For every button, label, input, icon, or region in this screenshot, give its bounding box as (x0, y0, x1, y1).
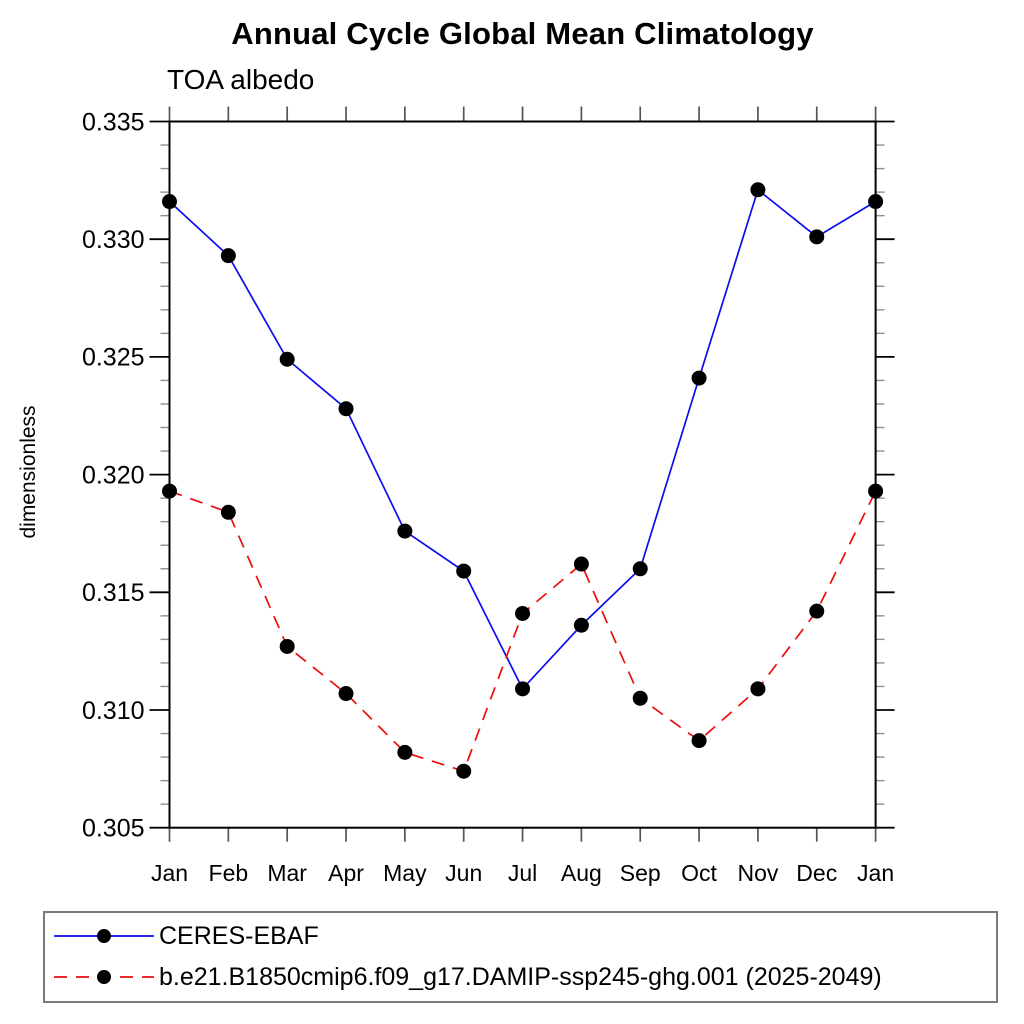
data-point-s1-2 (279, 638, 295, 654)
data-point-s1-12 (868, 483, 884, 499)
data-point-s1-4 (397, 744, 413, 760)
data-point-s0-4 (397, 523, 413, 539)
data-point-s1-5 (456, 763, 472, 779)
y-tick-label: 0.325 (82, 344, 145, 372)
series-line-1 (169, 490, 877, 773)
y-tick-label: 0.315 (82, 579, 145, 607)
data-point-s0-8 (632, 561, 648, 577)
legend-sample-dashed-line (54, 970, 154, 984)
chart-subtitle: TOA albedo (167, 64, 315, 95)
data-point-s0-2 (279, 351, 295, 367)
legend-label-model-run: b.e21.B1850cmip6.f09_g17.DAMIP-ssp245-gh… (159, 962, 882, 991)
legend-sample-solid-line (54, 929, 154, 943)
data-point-s0-11 (809, 229, 825, 245)
x-tick-label: Sep (620, 860, 661, 886)
data-point-s1-1 (220, 504, 236, 520)
x-tick-label: Nov (737, 860, 778, 886)
legend-label-ceres-ebaf: CERES-EBAF (159, 921, 319, 950)
data-point-s1-7 (573, 556, 589, 572)
data-point-s0-1 (220, 248, 236, 264)
data-point-s0-7 (573, 617, 589, 633)
y-tick-label: 0.335 (82, 108, 145, 136)
x-tick-label: Apr (328, 860, 364, 886)
x-tick-label: Oct (681, 860, 717, 886)
legend-item-model-run: b.e21.B1850cmip6.f09_g17.DAMIP-ssp245-gh… (52, 962, 882, 991)
data-point-s0-3 (338, 401, 354, 417)
data-point-s0-9 (691, 370, 707, 386)
chart-title: Annual Cycle Global Mean Climatology (231, 16, 814, 51)
x-tick-label: Mar (267, 860, 307, 886)
data-point-s0-12 (868, 194, 884, 210)
data-point-s1-6 (515, 605, 531, 621)
y-tick-label: 0.320 (82, 461, 145, 489)
legend-marker-dot (97, 929, 111, 943)
data-point-s1-0 (162, 483, 177, 499)
x-tick-label: Jan (151, 860, 188, 886)
y-tick-label: 0.305 (82, 814, 145, 842)
legend-marker-dot (97, 970, 111, 984)
x-tick-label: Jul (508, 860, 537, 886)
y-axis-title: dimensionless (17, 405, 40, 538)
data-point-s1-9 (691, 733, 707, 749)
x-tick-label: Jan (857, 860, 894, 886)
x-tick-label: May (383, 860, 427, 886)
x-tick-label: Jun (445, 860, 482, 886)
data-point-s1-3 (338, 686, 354, 702)
y-tick-label: 0.310 (82, 697, 145, 725)
y-tick-label: 0.330 (82, 226, 145, 254)
data-point-s0-6 (515, 681, 531, 697)
axis-frame (168, 120, 877, 829)
x-tick-label: Dec (796, 860, 837, 886)
legend-box: CERES-EBAF b.e21.B1850cmip6.f09_g17.DAMI… (43, 911, 998, 1003)
data-point-s0-10 (750, 182, 766, 198)
data-point-s1-11 (809, 603, 825, 619)
data-point-s1-10 (750, 681, 766, 697)
legend-item-ceres-ebaf: CERES-EBAF (52, 921, 319, 950)
data-point-s0-0 (162, 194, 177, 210)
x-tick-label: Feb (209, 860, 249, 886)
data-point-s0-5 (456, 563, 472, 579)
data-point-s1-8 (632, 690, 648, 706)
x-tick-label: Aug (561, 860, 602, 886)
